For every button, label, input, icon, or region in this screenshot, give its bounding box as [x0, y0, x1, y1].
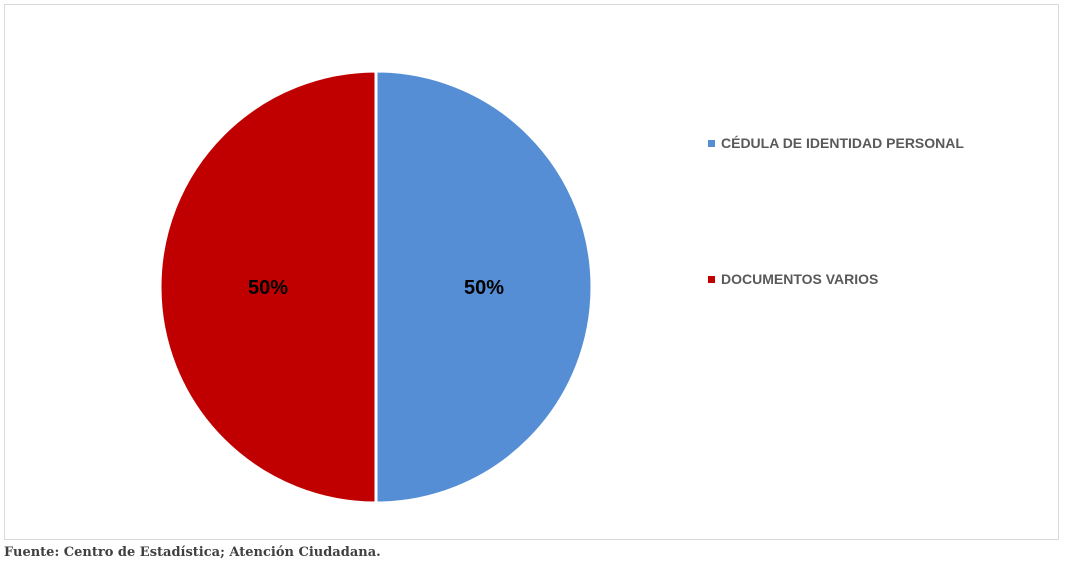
slice-documentos	[158, 69, 378, 505]
data-label-documentos: 50%	[248, 277, 288, 299]
legend-swatch-cedula	[708, 139, 715, 147]
chart-legend: CÉDULA DE IDENTIDAD PERSONAL DOCUMENTOS …	[708, 133, 1048, 405]
legend-item-documentos: DOCUMENTOS VARIOS	[708, 269, 1048, 289]
legend-label-documentos: DOCUMENTOS VARIOS	[721, 271, 879, 287]
legend-swatch-documentos	[708, 275, 715, 283]
slice-cedula	[374, 69, 594, 505]
legend-item-cedula: CÉDULA DE IDENTIDAD PERSONAL	[708, 133, 1048, 153]
legend-label-cedula: CÉDULA DE IDENTIDAD PERSONAL	[721, 135, 964, 151]
data-label-cedula: 50%	[464, 277, 504, 299]
source-note: Fuente: Centro de Estadística; Atención …	[4, 545, 381, 560]
